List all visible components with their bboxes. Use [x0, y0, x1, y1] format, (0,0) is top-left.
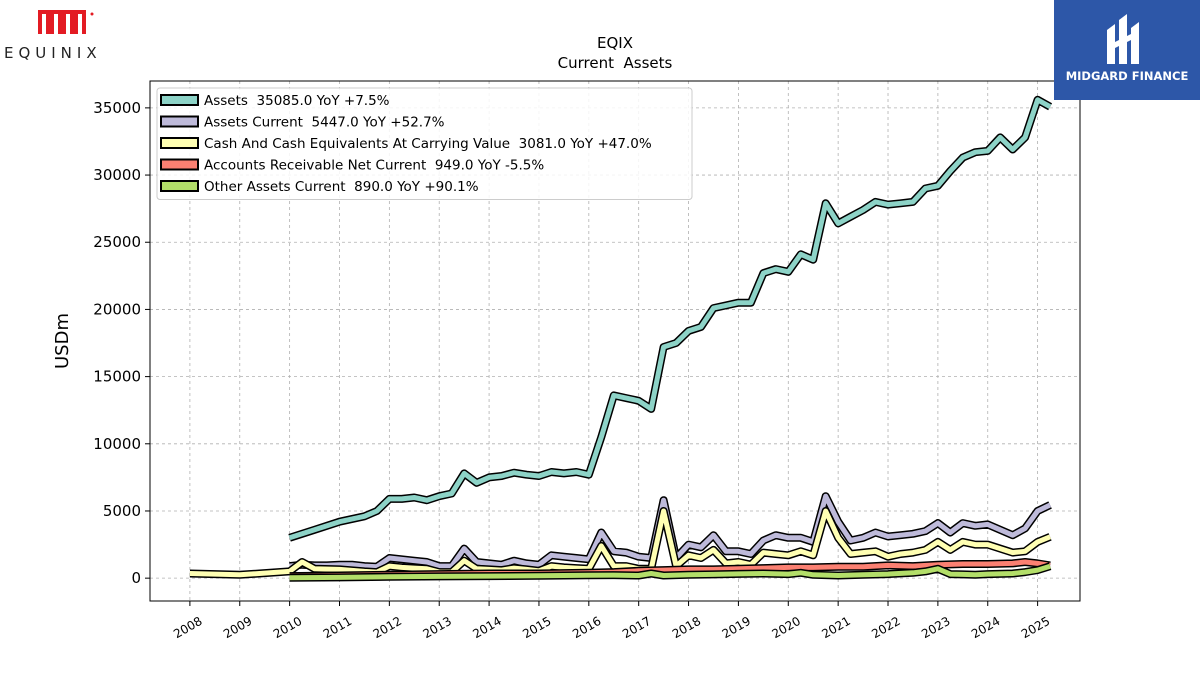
legend-box: [156, 87, 693, 200]
series-line: [289, 563, 1051, 581]
series-layer: [189, 95, 1053, 582]
chart-title: EQIX: [597, 34, 633, 52]
series-4: [289, 562, 1052, 582]
legend-label: Other Assets Current 890.0 YoY +90.1%: [204, 179, 479, 195]
legend-item: Cash And Cash Equivalents At Carrying Va…: [160, 136, 652, 152]
legend-item: Accounts Receivable Net Current 949.0 Yo…: [160, 158, 544, 174]
midgard-finance-logo-icon: [1107, 14, 1139, 64]
y-tick-label: 5000: [103, 502, 141, 520]
legend-label: Assets Current 5447.0 YoY +52.7%: [204, 115, 445, 131]
series-2: [189, 507, 1052, 579]
y-tick-label: 0: [131, 569, 141, 587]
legend-swatch: [160, 94, 199, 106]
legend-swatch: [160, 137, 199, 149]
y-axis-label: USDm: [52, 313, 73, 369]
legend-swatch: [160, 158, 199, 171]
legend: Assets 35085.0 YoY +7.5% Assets Current 5…: [156, 87, 693, 200]
equinix-logo-icon: [38, 10, 94, 34]
legend-item: Assets 35085.0 YoY +7.5%: [160, 93, 390, 109]
series-0: [288, 95, 1053, 542]
y-tick-label: 20000: [93, 300, 141, 318]
legend-label: Assets 35085.0 YoY +7.5%: [204, 93, 390, 109]
legend-label: Accounts Receivable Net Current 949.0 Yo…: [204, 158, 544, 174]
legend-item: Other Assets Current 890.0 YoY +90.1%: [160, 179, 479, 195]
legend-swatch: [160, 180, 199, 192]
chart-subtitle: Current Assets: [558, 54, 673, 72]
legend-item: Assets Current 5447.0 YoY +52.7%: [160, 115, 445, 131]
series-line: [189, 508, 1052, 578]
legend-swatch: [160, 115, 199, 128]
equinix-wordmark: EQUINIX: [4, 44, 102, 62]
midgard-finance-logo: MIDGARD FINANCE: [1054, 0, 1200, 100]
midgard-finance-wordmark: MIDGARD FINANCE: [1065, 69, 1189, 83]
plot-frame: [149, 80, 1081, 602]
y-tick-label: 35000: [93, 99, 141, 117]
equinix-logo: EQUINIX: [0, 0, 130, 70]
y-tick-label: 10000: [93, 435, 141, 453]
y-tick-label: 30000: [93, 166, 141, 184]
legend-label: Cash And Cash Equivalents At Carrying Va…: [204, 136, 652, 152]
series-line: [288, 97, 1052, 541]
y-tick-label: 15000: [93, 368, 141, 386]
y-tick-label: 25000: [93, 233, 141, 251]
